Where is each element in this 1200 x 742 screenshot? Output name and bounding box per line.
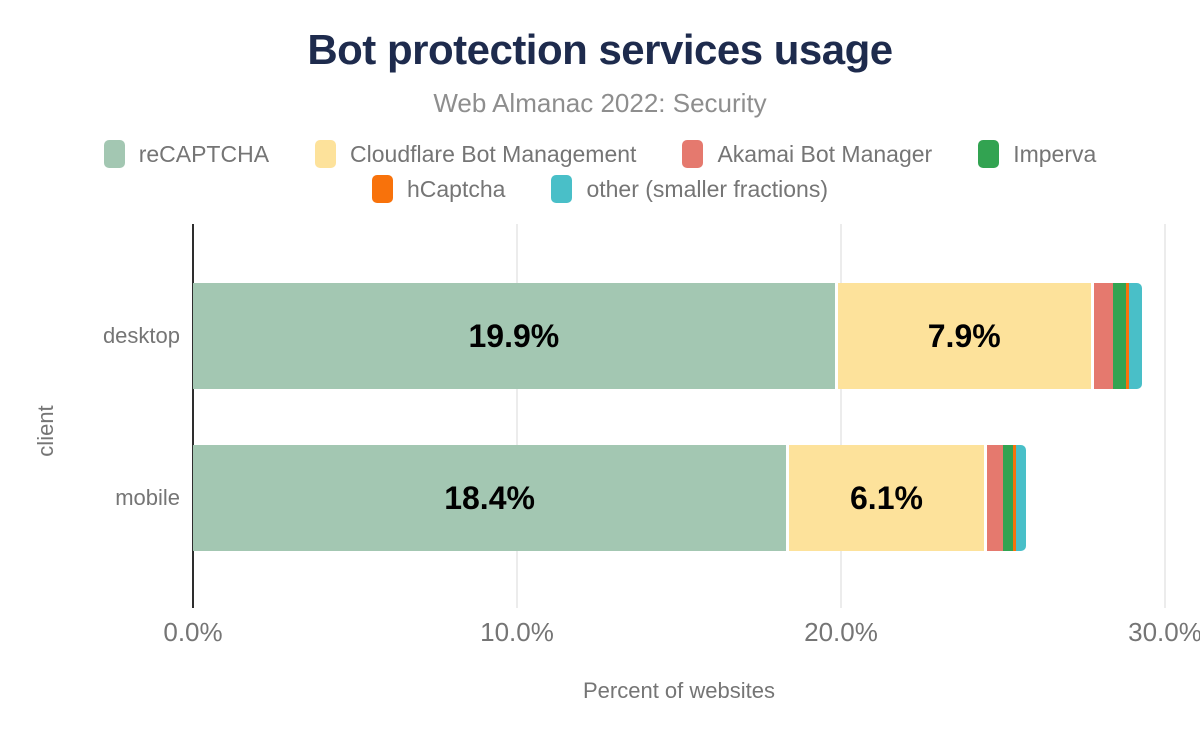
bar-segment-hcaptcha xyxy=(1012,445,1016,551)
category-label-desktop: desktop xyxy=(102,323,180,348)
gridline xyxy=(1164,224,1166,608)
legend-row: hCaptcha other (smaller fractions) xyxy=(371,175,828,203)
bar-segment-imperva xyxy=(1002,445,1013,551)
legend-label: Imperva xyxy=(1013,140,1097,167)
legend-item: hCaptcha xyxy=(371,175,506,203)
legend-row: reCAPTCHA Cloudflare Bot Management Akamai… xyxy=(103,140,1096,168)
bar-value-label: 18.4% xyxy=(444,479,535,516)
bar-segment-cloudflare-bot-management: 7.9% xyxy=(837,283,1091,389)
bar-segment-other-smaller-fractions- xyxy=(1015,445,1026,551)
bar-segment-imperva xyxy=(1113,283,1127,389)
category-label-mobile: mobile xyxy=(115,485,180,510)
x-axis-title: Percent of websites xyxy=(583,678,775,703)
x-tick-label: 30.0% xyxy=(1128,617,1200,647)
bar-segment-akamai-bot-manager xyxy=(986,445,1003,551)
legend-label: hCaptcha xyxy=(406,175,506,202)
legend-item: reCAPTCHA xyxy=(103,140,270,168)
legend: reCAPTCHA Cloudflare Bot Management Akamai… xyxy=(0,140,1200,203)
legend-swatch xyxy=(682,140,704,168)
bar-segment-recaptcha: 18.4% xyxy=(193,445,787,551)
x-tick-label: 0.0% xyxy=(163,617,223,647)
stacked-bar-desktop: 19.9% 7.9% xyxy=(193,283,1143,389)
legend-swatch xyxy=(371,175,393,203)
legend-item: Cloudflare Bot Management xyxy=(315,140,636,168)
legend-label: other (smaller fractions) xyxy=(586,175,829,202)
legend-item: other (smaller fractions) xyxy=(551,175,828,203)
legend-label: Cloudflare Bot Management xyxy=(350,140,637,167)
bar-segment-other-smaller-fractions- xyxy=(1129,283,1143,389)
stacked-bar-mobile: 18.4% 6.1% xyxy=(193,445,1026,551)
x-tick-label: 20.0% xyxy=(804,617,878,647)
gridline xyxy=(516,224,518,608)
bar-value-label: 19.9% xyxy=(468,317,560,354)
legend-item: Akamai Bot Manager xyxy=(682,140,932,168)
legend-swatch xyxy=(315,140,337,168)
bar-segment-hcaptcha xyxy=(1126,283,1130,389)
chart-title: Bot protection services usage xyxy=(307,26,893,73)
y-axis-title: client xyxy=(33,405,58,457)
chart-subtitle: Web Almanac 2022: Security xyxy=(433,88,767,118)
bar-value-label: 6.1% xyxy=(850,479,923,516)
bar-segment-akamai-bot-manager xyxy=(1093,283,1114,389)
legend-label: reCAPTCHA xyxy=(138,140,270,167)
legend-swatch xyxy=(103,140,125,168)
x-tick-label: 10.0% xyxy=(480,617,554,647)
gridline xyxy=(840,224,842,608)
legend-swatch xyxy=(978,140,1000,168)
bar-value-label: 7.9% xyxy=(927,317,1001,354)
legend-swatch xyxy=(551,175,573,203)
legend-item: Imperva xyxy=(978,140,1096,168)
bar-segment-cloudflare-bot-management: 6.1% xyxy=(789,445,984,551)
y-axis-line xyxy=(192,224,194,608)
bar-segment-recaptcha: 19.9% xyxy=(193,283,835,389)
legend-label: Akamai Bot Manager xyxy=(717,140,933,167)
